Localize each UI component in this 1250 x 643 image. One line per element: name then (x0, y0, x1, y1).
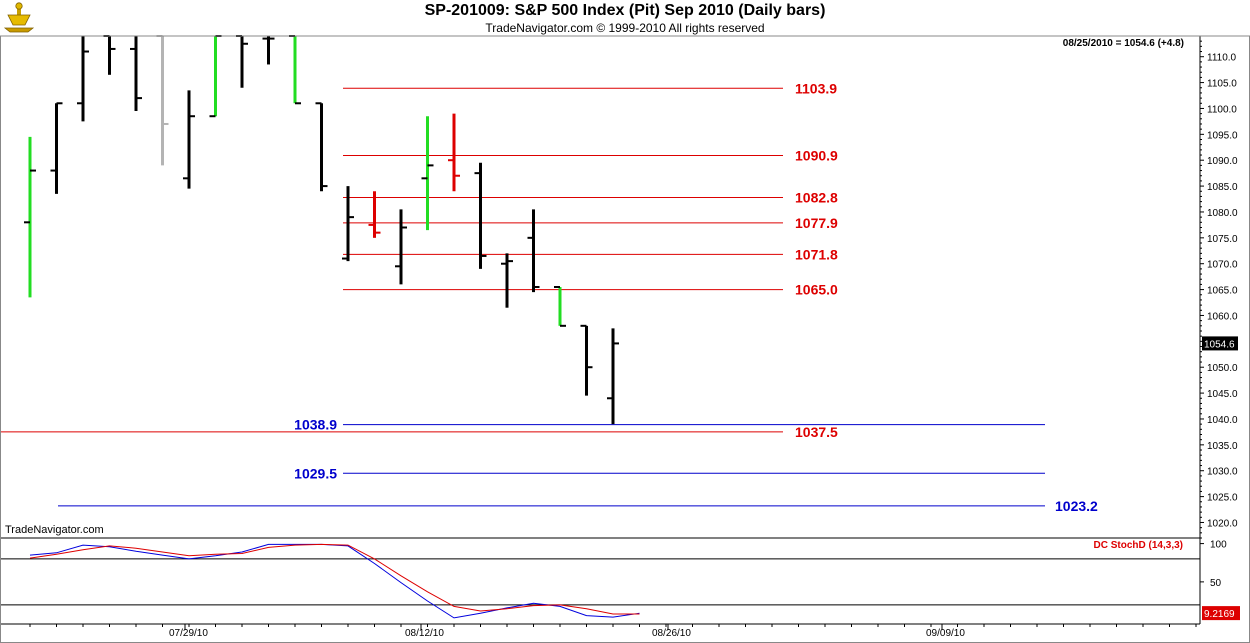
stochastic-tick-label: 100 (1210, 540, 1227, 551)
ohlc-bar (580, 324, 593, 396)
price-bars (24, 35, 619, 425)
price-tick-label: 1110.0 (1207, 53, 1237, 64)
price-level-label: 1029.5 (294, 465, 337, 481)
ohlc-bar (554, 286, 566, 327)
price-level-label: 1082.8 (795, 189, 838, 205)
stochastic-series-line (29, 543, 640, 615)
price-tick-label: 1075.0 (1207, 234, 1238, 245)
price-tick-label: 1030.0 (1207, 467, 1238, 478)
chart-header: SP-201009: S&P 500 Index (Pit) Sep 2010 … (0, 0, 1250, 36)
ohlc-bar (77, 36, 89, 122)
stochastic-tick-label: 50 (1210, 578, 1222, 589)
ohlc-bar (24, 136, 36, 298)
ohlc-bar (262, 36, 275, 65)
stochastic-indicator-title: DC StochD (14,3,3) (1094, 540, 1183, 551)
price-tick-label: 1105.0 (1207, 79, 1237, 90)
date-tick-label: 07/29/10 (169, 628, 208, 639)
price-tick-label: 1095.0 (1207, 130, 1238, 141)
price-tick-label: 1035.0 (1207, 441, 1238, 452)
price-levels: 1103.9 1090.9 1082.8 1077.9 1071.8 1065.0 1037… (0, 80, 1098, 514)
price-level-label: 1103.9 (795, 80, 837, 96)
ohlc-bar (501, 253, 513, 308)
price-level-label: 1071.8 (795, 246, 838, 262)
stochastic-last-value: 9.2169 (1204, 609, 1235, 620)
ohlc-bar (474, 162, 487, 269)
ohlc-bar (607, 328, 619, 425)
price-tick-label: 1045.0 (1207, 389, 1238, 400)
ohlc-bar (130, 36, 142, 112)
ohlc-bar (342, 186, 354, 262)
price-tick-label: 1070.0 (1207, 260, 1238, 271)
date-tick-label: 08/12/10 (405, 628, 444, 639)
ohlc-bar (395, 209, 407, 285)
price-level-label: 1023.2 (1055, 498, 1098, 514)
price-tick-label: 1050.0 (1207, 363, 1238, 374)
chart-background (0, 36, 1250, 643)
last-price-readout: 08/25/2010 = 1054.6 (+4.8) (1063, 38, 1184, 49)
price-level-label: 1090.9 (795, 148, 838, 164)
price-tick-label: 1040.0 (1207, 415, 1238, 426)
date-tick-label: 08/26/10 (652, 628, 691, 639)
stochastic-panel: 50 100 9.2169 (0, 540, 1240, 621)
ohlc-bar (421, 116, 434, 231)
ohlc-bar (50, 102, 63, 194)
price-tick-label: 1065.0 (1207, 286, 1238, 297)
last-price-box (1202, 336, 1238, 351)
price-tick-label: 1085.0 (1207, 182, 1238, 193)
chart-title: SP-201009: S&P 500 Index (Pit) Sep 2010 … (424, 2, 826, 19)
price-tick-label: 1090.0 (1207, 156, 1238, 167)
price-level-label: 1077.9 (795, 215, 838, 231)
last-price-label: 1054.6 (1204, 339, 1235, 350)
ohlc-bar (183, 90, 195, 189)
trade-navigator-logo-icon (3, 2, 35, 33)
ohlc-bar (527, 209, 540, 293)
price-tick-label: 1025.0 (1207, 493, 1238, 504)
price-tick-label: 1020.0 (1207, 518, 1238, 529)
stochastic-last-value-box (1202, 606, 1240, 621)
price-tick-label: 1080.0 (1207, 208, 1238, 219)
price-axis: 1020.0 1025.0 1030.0 1035.0 1040.0 1045.0 1050… (1200, 35, 1238, 539)
price-tick-label: 1060.0 (1207, 311, 1238, 322)
price-level-label: 1037.5 (795, 424, 838, 440)
date-tick-label: 09/09/10 (926, 628, 965, 639)
ohlc-bar (448, 113, 460, 192)
ohlc-bar (368, 191, 381, 238)
price-tick-label: 1100.0 (1207, 104, 1237, 115)
ohlc-bar (315, 102, 328, 192)
copyright-text: TradeNavigator.com © 1999-2010 All right… (485, 21, 765, 35)
price-level-label: 1038.9 (294, 417, 337, 433)
price-level-label: 1065.0 (795, 282, 838, 298)
watermark-text: TradeNavigator.com (5, 524, 104, 536)
